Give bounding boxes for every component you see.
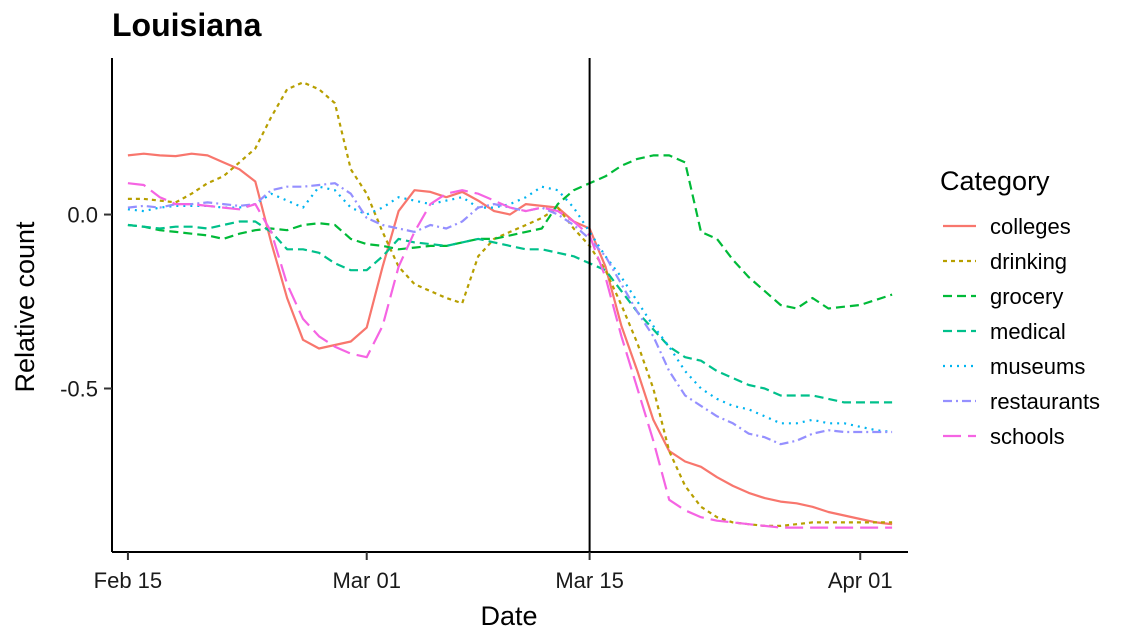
- legend: Category colleges drinking grocery medical m…: [940, 166, 1100, 449]
- legend-label-schools: schools: [990, 424, 1065, 449]
- legend-label-museums: museums: [990, 354, 1085, 379]
- legend-label-restaurants: restaurants: [990, 389, 1100, 414]
- legend-label-drinking: drinking: [990, 249, 1067, 274]
- plot-area: [127, 81, 893, 529]
- y-axis-ticks: 0.0 -0.5: [60, 203, 112, 401]
- series-line-drinking: [127, 81, 893, 528]
- x-tick-label: Apr 01: [828, 568, 893, 593]
- y-tick-label: 0.0: [67, 203, 98, 228]
- series-line-grocery: [127, 154, 893, 310]
- legend-title: Category: [940, 166, 1050, 196]
- x-tick-label: Feb 15: [94, 568, 163, 593]
- x-axis-title: Date: [480, 601, 537, 631]
- x-axis-ticks: Feb 15 Mar 01 Mar 15 Apr 01: [94, 552, 893, 593]
- legend-label-grocery: grocery: [990, 284, 1063, 309]
- legend-label-medical: medical: [990, 319, 1066, 344]
- series-line-schools: [127, 182, 893, 529]
- chart-title: Louisiana: [112, 7, 262, 43]
- series-line-colleges: [127, 152, 893, 526]
- x-tick-label: Mar 15: [555, 568, 623, 593]
- series-line-medical: [127, 220, 893, 404]
- y-tick-label: -0.5: [60, 376, 98, 401]
- y-axis-title: Relative count: [10, 221, 40, 393]
- x-tick-label: Mar 01: [332, 568, 400, 593]
- legend-label-colleges: colleges: [990, 214, 1071, 239]
